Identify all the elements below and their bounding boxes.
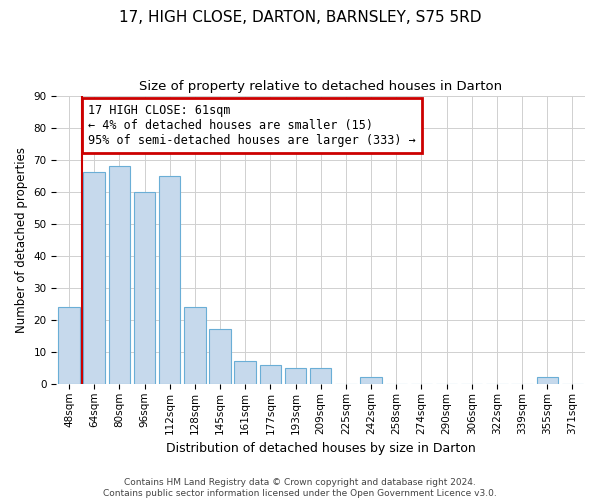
Bar <box>134 192 155 384</box>
Bar <box>536 378 558 384</box>
Text: 17 HIGH CLOSE: 61sqm
← 4% of detached houses are smaller (15)
95% of semi-detach: 17 HIGH CLOSE: 61sqm ← 4% of detached ho… <box>88 104 416 147</box>
Text: Contains HM Land Registry data © Crown copyright and database right 2024.
Contai: Contains HM Land Registry data © Crown c… <box>103 478 497 498</box>
Bar <box>109 166 130 384</box>
Bar <box>310 368 331 384</box>
Bar <box>209 330 231 384</box>
Bar <box>83 172 105 384</box>
Title: Size of property relative to detached houses in Darton: Size of property relative to detached ho… <box>139 80 502 93</box>
Bar <box>260 364 281 384</box>
Bar <box>285 368 306 384</box>
X-axis label: Distribution of detached houses by size in Darton: Distribution of detached houses by size … <box>166 442 476 455</box>
Y-axis label: Number of detached properties: Number of detached properties <box>15 146 28 332</box>
Text: 17, HIGH CLOSE, DARTON, BARNSLEY, S75 5RD: 17, HIGH CLOSE, DARTON, BARNSLEY, S75 5R… <box>119 10 481 25</box>
Bar <box>361 378 382 384</box>
Bar <box>235 362 256 384</box>
Bar <box>159 176 181 384</box>
Bar <box>184 307 206 384</box>
Bar <box>58 307 80 384</box>
